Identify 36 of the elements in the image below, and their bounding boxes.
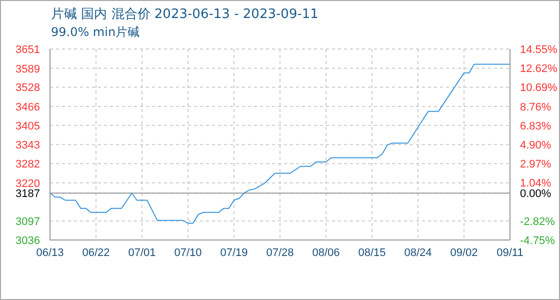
y2-tick-label: 14.55% xyxy=(520,44,558,56)
x-tick-label: 06/13 xyxy=(36,246,64,259)
y2-tick-label: 1.04% xyxy=(520,178,552,190)
y-tick-label: 3589 xyxy=(16,63,40,76)
x-tick-label: 09/11 xyxy=(496,246,524,259)
chart-subtitle: 99.0% min片碱 xyxy=(51,24,140,41)
y-tick-label: 3466 xyxy=(16,101,40,114)
y2-tick-label: 12.62% xyxy=(520,63,558,76)
y2-tick-label: 10.69% xyxy=(520,82,558,94)
y-tick-label: 3220 xyxy=(16,178,40,190)
y2-tick-label: 0.00% xyxy=(520,188,552,200)
x-tick-label: 07/28 xyxy=(266,246,294,259)
x-tick-label: 08/06 xyxy=(312,246,340,259)
x-tick-label: 07/01 xyxy=(128,246,156,259)
y2-tick-label: 6.83% xyxy=(520,120,552,132)
y2-tick-label: -2.82% xyxy=(520,216,556,228)
y-tick-label: 3651 xyxy=(16,44,40,56)
y-tick-label: 3528 xyxy=(16,82,40,94)
y-tick-label: 3187 xyxy=(16,188,40,200)
y2-tick-label: -4.75% xyxy=(520,235,556,247)
chart-title: 片碱 国内 混合价 2023-06-13 - 2023-09-11 xyxy=(51,6,318,23)
y2-tick-label: 2.97% xyxy=(520,158,552,171)
x-tick-label: 06/22 xyxy=(82,246,110,259)
y-tick-label: 3036 xyxy=(16,235,40,247)
line-series xyxy=(50,64,510,224)
x-tick-label: 08/15 xyxy=(358,246,386,259)
x-tick-label: 07/19 xyxy=(220,246,248,259)
y2-tick-label: 8.76% xyxy=(520,101,552,114)
y2-tick-label: 4.90% xyxy=(520,140,552,152)
x-tick-label: 08/24 xyxy=(404,246,432,259)
y-tick-label: 3405 xyxy=(16,120,40,132)
y-tick-label: 3097 xyxy=(16,216,40,228)
x-tick-label: 07/10 xyxy=(174,246,202,259)
x-tick-label: 09/02 xyxy=(450,246,478,259)
y-tick-label: 3343 xyxy=(16,140,40,152)
y-tick-label: 3282 xyxy=(16,158,40,171)
